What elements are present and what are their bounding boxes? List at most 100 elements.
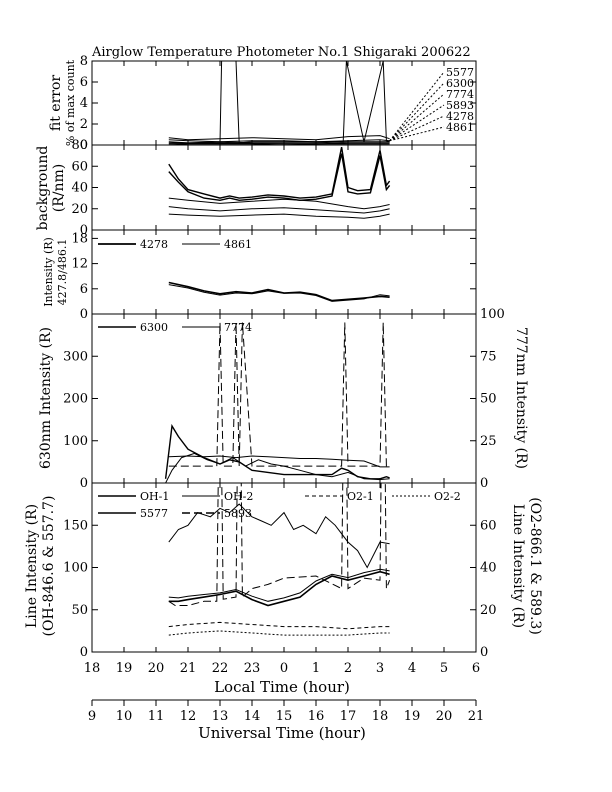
- ytick-label-blue-intensity-12: 12: [71, 257, 88, 272]
- series-fit-error-5893: [168, 141, 390, 144]
- legend-4278: 4278: [446, 110, 474, 123]
- xtick-label-ut-2: 11: [148, 709, 165, 724]
- xtick-label-ut-3: 12: [180, 709, 197, 724]
- xtick-label-local-11: 5: [440, 661, 448, 676]
- series-line-intensity-5577: [168, 503, 390, 569]
- ytick-label-fit-error-6: 6: [80, 75, 88, 90]
- ytick-label-background-40: 40: [71, 181, 88, 196]
- ytick-label-background-20: 20: [71, 202, 88, 217]
- ytick-right-label-red-intensity-25: 25: [480, 434, 497, 449]
- series-background-bg-d: [168, 206, 390, 214]
- series-fit-error-7774: [168, 61, 390, 144]
- ytick-label-blue-intensity-18: 18: [71, 231, 88, 246]
- xtick-label-ut-6: 15: [276, 709, 293, 724]
- xtick-label-ut-11: 20: [436, 709, 453, 724]
- ytick-right-label-red-intensity-100: 100: [480, 307, 505, 322]
- xtick-label-local-12: 6: [472, 661, 480, 676]
- ytick-label-line-intensity-0: 0: [80, 645, 88, 660]
- series-fit-error-4278: [168, 142, 390, 145]
- fit-legend-connector-5: [389, 126, 445, 142]
- ytick-label-blue-intensity-6: 6: [80, 282, 88, 297]
- xtick-label-local-2: 20: [148, 661, 165, 676]
- background-ylabel-1: background: [35, 146, 51, 231]
- legend-6300: 6300: [446, 77, 474, 90]
- line-ylabel-right-1: Line Intensity (R): [510, 504, 526, 628]
- xtick-label-ut-4: 13: [212, 709, 229, 724]
- blue-ylabel-2: 427.8/486.1: [56, 239, 69, 306]
- ytick-label-background-80: 80: [71, 138, 88, 153]
- xtick-label-local-10: 4: [408, 661, 416, 676]
- axis-ticks: 0246802040608006121801002003000255075100…: [63, 54, 505, 724]
- series-fit-error-4861: [168, 143, 390, 145]
- ytick-right-label-line-intensity-60: 60: [480, 518, 497, 533]
- series-fit-error-5577: [168, 139, 390, 143]
- ytick-label-red-intensity-200: 200: [63, 392, 88, 407]
- ytick-label-red-intensity-100: 100: [63, 434, 88, 449]
- ytick-right-label-red-intensity-0: 0: [480, 476, 488, 491]
- xtick-label-ut-1: 10: [116, 709, 133, 724]
- fit-error-ylabel-2: % of max count: [64, 59, 77, 146]
- blue-legend: 4278 4861: [98, 238, 252, 251]
- ytick-right-label-red-intensity-75: 75: [480, 349, 497, 364]
- legend-4861-blue: 4861: [224, 238, 252, 251]
- line-legend: OH-1 OH-2 O2-1 O2-2 5577 5893: [98, 490, 461, 520]
- fit-legend-connector-1: [389, 82, 445, 142]
- series-line-intensity-OH-1: [168, 570, 390, 607]
- legend-5577: 5577: [446, 66, 474, 79]
- fit-legend-connector-0: [389, 71, 445, 142]
- xtick-label-local-9: 3: [376, 661, 384, 676]
- xtick-label-local-0: 18: [84, 661, 101, 676]
- series-background-bg-c: [168, 197, 390, 210]
- series-background-bg-a: [168, 146, 391, 199]
- legend-7774-red: 7774: [224, 321, 252, 334]
- xtick-label-ut-0: 9: [88, 709, 96, 724]
- red-ylabel: 630nm Intensity (R): [38, 327, 54, 469]
- ytick-label-fit-error-0: 0: [80, 138, 88, 153]
- xtick-label-ut-7: 16: [308, 709, 325, 724]
- ytick-right-label-line-intensity-20: 20: [480, 603, 497, 618]
- series-red-intensity-7774: [168, 455, 390, 468]
- series-red-intensity-6300: [164, 423, 390, 480]
- series-line-intensity-O2-2: [168, 630, 390, 636]
- xtick-label-local-3: 21: [180, 661, 197, 676]
- series-blue-intensity-4861: [168, 284, 390, 302]
- legend-o22: O2-2: [434, 490, 461, 503]
- xtick-label-local-4: 22: [212, 661, 229, 676]
- line-ylabel-2: (OH-846.6 & 557.7): [41, 496, 57, 637]
- ytick-label-red-intensity-300: 300: [63, 349, 88, 364]
- xtick-label-ut-10: 19: [404, 709, 421, 724]
- ytick-label-background-0: 0: [80, 223, 88, 238]
- ytick-label-fit-error-8: 8: [80, 54, 88, 69]
- xtick-label-local-5: 23: [244, 661, 261, 676]
- line-ylabel-right-2: (O2-866.1 & 589.3): [527, 497, 543, 635]
- series-red-intensity-6300-b: [165, 452, 390, 483]
- legend-6300-red: 6300: [140, 321, 168, 334]
- data-series: [164, 61, 391, 636]
- panel-frame-1: [91, 144, 477, 231]
- xtick-label-ut-8: 17: [340, 709, 357, 724]
- series-fit-error-6300: [168, 135, 390, 141]
- series-red-intensity-7774-spikes: [168, 322, 390, 467]
- legend-5893: 5893: [446, 99, 474, 112]
- red-legend: 6300 7774: [98, 321, 252, 334]
- legend-7774: 7774: [446, 88, 474, 101]
- panel-frame-0: [91, 60, 477, 146]
- ytick-label-background-60: 60: [71, 159, 88, 174]
- ut-label: Universal Time (hour): [198, 724, 366, 742]
- fit-error-ylabel-1: fit error: [48, 75, 64, 132]
- ytick-right-label-red-intensity-50: 50: [480, 392, 497, 407]
- local-time-label: Local Time (hour): [214, 678, 350, 696]
- ytick-right-label-line-intensity-40: 40: [480, 561, 497, 576]
- fit-error-legend: 5577 6300 7774 5893 4278 4861: [389, 66, 474, 142]
- ytick-label-blue-intensity-0: 0: [80, 307, 88, 322]
- legend-oh2: OH-2: [224, 490, 253, 503]
- xtick-label-ut-9: 18: [372, 709, 389, 724]
- series-line-intensity-OH-2: [168, 568, 390, 602]
- legend-oh1: OH-1: [140, 490, 169, 503]
- xtick-label-ut-12: 21: [468, 709, 485, 724]
- series-line-intensity-O2-1: [168, 621, 390, 630]
- ytick-right-label-line-intensity-0: 0: [480, 645, 488, 660]
- fit-legend-connector-3: [389, 104, 445, 142]
- xtick-label-local-1: 19: [116, 661, 133, 676]
